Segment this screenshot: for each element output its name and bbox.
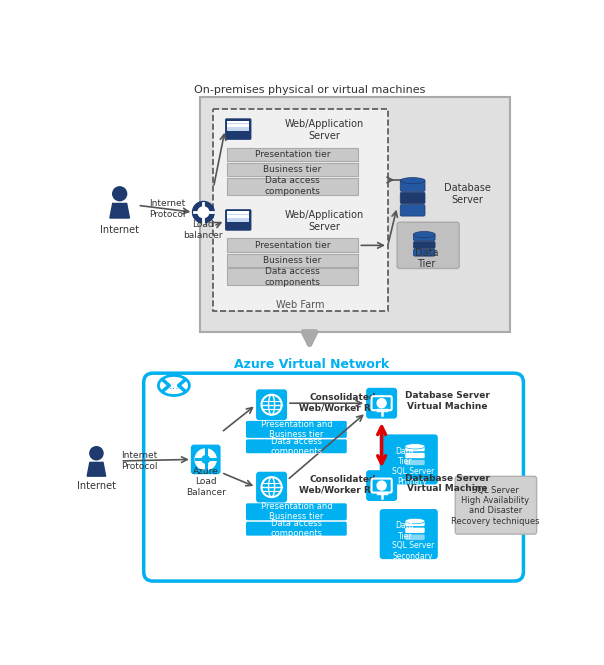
FancyBboxPatch shape xyxy=(246,522,347,535)
Text: Load
balancer: Load balancer xyxy=(184,220,223,239)
FancyBboxPatch shape xyxy=(366,388,397,418)
FancyBboxPatch shape xyxy=(225,118,251,140)
FancyBboxPatch shape xyxy=(144,373,524,581)
Text: Presentation tier: Presentation tier xyxy=(255,241,330,250)
FancyBboxPatch shape xyxy=(256,389,287,420)
Text: Web Farm: Web Farm xyxy=(276,301,324,311)
Bar xyxy=(226,269,358,285)
Bar xyxy=(226,254,358,267)
FancyBboxPatch shape xyxy=(400,180,425,192)
Circle shape xyxy=(202,456,210,463)
Circle shape xyxy=(195,449,216,470)
FancyBboxPatch shape xyxy=(405,460,425,466)
Text: Data access
components: Data access components xyxy=(265,267,321,287)
FancyBboxPatch shape xyxy=(225,209,251,231)
Circle shape xyxy=(377,481,386,490)
Text: Azure
Load
Balancer: Azure Load Balancer xyxy=(186,467,226,497)
FancyBboxPatch shape xyxy=(380,509,438,559)
FancyBboxPatch shape xyxy=(400,192,425,203)
Text: Presentation and
Business tier: Presentation and Business tier xyxy=(260,420,332,439)
Text: Internet: Internet xyxy=(77,481,116,491)
FancyBboxPatch shape xyxy=(413,241,435,249)
Ellipse shape xyxy=(405,518,425,524)
Text: ...: ... xyxy=(169,381,179,391)
FancyBboxPatch shape xyxy=(413,234,435,241)
FancyBboxPatch shape xyxy=(405,534,425,540)
Bar xyxy=(227,211,249,222)
Text: Business tier: Business tier xyxy=(263,165,321,174)
FancyBboxPatch shape xyxy=(397,222,459,269)
Text: Database
Server: Database Server xyxy=(443,183,490,205)
Bar xyxy=(199,96,510,332)
Text: Data access
components: Data access components xyxy=(271,519,323,539)
Circle shape xyxy=(262,395,281,415)
Text: Web/Application
Server: Web/Application Server xyxy=(284,210,364,231)
Bar xyxy=(227,120,249,132)
Text: Consolidated
Web/Worker Role: Consolidated Web/Worker Role xyxy=(299,393,386,412)
FancyBboxPatch shape xyxy=(405,527,425,533)
Text: SQL Server
Primary: SQL Server Primary xyxy=(391,467,434,486)
Bar xyxy=(227,211,249,213)
Circle shape xyxy=(193,201,214,223)
Text: Internet
Protocol: Internet Protocol xyxy=(149,200,185,219)
Text: Internet: Internet xyxy=(100,225,139,235)
Ellipse shape xyxy=(400,178,425,184)
Polygon shape xyxy=(110,203,129,218)
Bar xyxy=(226,163,358,176)
FancyBboxPatch shape xyxy=(366,470,397,501)
Text: Web/Application
Server: Web/Application Server xyxy=(284,119,364,141)
Bar xyxy=(226,239,358,252)
Text: On-premises physical or virtual machines: On-premises physical or virtual machines xyxy=(194,85,425,95)
Text: Data access
components: Data access components xyxy=(271,437,323,456)
Bar xyxy=(226,148,358,162)
Text: Data
Tier: Data Tier xyxy=(396,521,414,541)
FancyBboxPatch shape xyxy=(246,503,347,520)
Text: Data access
components: Data access components xyxy=(265,176,321,196)
Text: Presentation tier: Presentation tier xyxy=(255,150,330,159)
Bar xyxy=(226,178,358,195)
Bar xyxy=(227,120,249,123)
FancyBboxPatch shape xyxy=(256,471,287,503)
Circle shape xyxy=(262,477,281,497)
Text: Data
Tier: Data Tier xyxy=(415,247,439,269)
FancyBboxPatch shape xyxy=(371,479,392,493)
FancyBboxPatch shape xyxy=(371,396,392,410)
Bar xyxy=(213,109,388,311)
Ellipse shape xyxy=(413,231,435,237)
Text: Data
Tier: Data Tier xyxy=(396,447,414,466)
FancyBboxPatch shape xyxy=(400,205,425,216)
FancyBboxPatch shape xyxy=(405,452,425,459)
Bar xyxy=(227,215,249,217)
Text: SQL Server
High Availability
and Disaster
Recovery techniques: SQL Server High Availability and Disaste… xyxy=(451,485,540,526)
FancyBboxPatch shape xyxy=(380,434,438,484)
Text: Azure Virtual Network: Azure Virtual Network xyxy=(234,358,390,371)
FancyBboxPatch shape xyxy=(405,446,425,452)
Text: SQL Server
Secondary: SQL Server Secondary xyxy=(391,541,434,561)
FancyBboxPatch shape xyxy=(246,440,347,454)
Text: Database Server
Virtual Machine: Database Server Virtual Machine xyxy=(405,473,490,493)
Circle shape xyxy=(377,399,386,408)
Circle shape xyxy=(90,447,103,460)
Ellipse shape xyxy=(405,444,425,449)
FancyBboxPatch shape xyxy=(413,249,435,256)
FancyBboxPatch shape xyxy=(246,421,347,438)
Text: Presentation and
Business tier: Presentation and Business tier xyxy=(260,502,332,521)
FancyBboxPatch shape xyxy=(191,445,220,474)
FancyBboxPatch shape xyxy=(455,476,536,534)
Circle shape xyxy=(113,187,127,201)
Circle shape xyxy=(198,207,209,217)
Text: Database Server
Virtual Machine: Database Server Virtual Machine xyxy=(405,391,490,410)
Polygon shape xyxy=(87,462,106,476)
Text: Business tier: Business tier xyxy=(263,256,321,265)
Text: Consolidated
Web/Worker Role: Consolidated Web/Worker Role xyxy=(299,475,386,495)
Text: Internet
Protocol: Internet Protocol xyxy=(121,452,157,471)
FancyBboxPatch shape xyxy=(405,520,425,527)
Bar xyxy=(227,124,249,127)
